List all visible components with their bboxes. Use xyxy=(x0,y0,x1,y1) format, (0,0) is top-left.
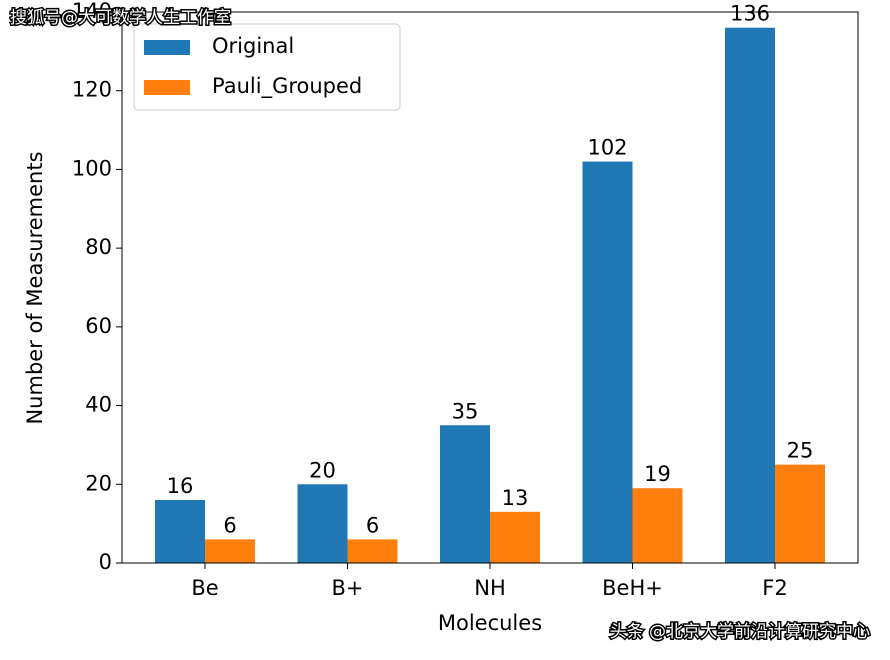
y-axis-label: Number of Measurements xyxy=(23,151,47,424)
bar xyxy=(297,484,348,563)
bar xyxy=(490,511,540,563)
bar xyxy=(582,161,633,564)
legend-label: Pauli_Grouped xyxy=(212,74,362,99)
bar xyxy=(632,488,683,563)
bar xyxy=(347,539,398,563)
data-label: 25 xyxy=(787,439,814,463)
legend-label: Original xyxy=(212,34,294,58)
y-tick-label: 60 xyxy=(85,314,112,338)
y-tick-label: 40 xyxy=(85,393,112,417)
y-tick-label: 20 xyxy=(85,471,112,495)
y-tick-label: 120 xyxy=(72,78,112,102)
legend-swatch xyxy=(144,40,190,55)
x-tick-label: BeH+ xyxy=(602,576,663,600)
data-label: 102 xyxy=(587,136,627,160)
y-tick-label: 0 xyxy=(99,550,112,574)
y-tick-label: 80 xyxy=(85,235,112,259)
data-label: 136 xyxy=(730,2,770,26)
x-tick-label: NH xyxy=(474,576,506,600)
bar xyxy=(155,500,205,563)
y-tick-label: 100 xyxy=(72,156,112,180)
legend-swatch xyxy=(144,80,190,95)
data-label: 35 xyxy=(452,399,479,423)
data-label: 13 xyxy=(502,486,529,510)
data-label: 6 xyxy=(366,513,379,537)
plot-frame xyxy=(121,11,859,564)
bar xyxy=(775,464,825,563)
legend-box xyxy=(133,23,401,111)
x-tick-label: Be xyxy=(191,576,218,600)
x-tick-label: F2 xyxy=(762,576,787,600)
bar xyxy=(440,425,490,563)
bar xyxy=(725,27,775,563)
x-tick-label: B+ xyxy=(331,576,363,600)
watermark: 头条 @北京大学前沿计算研究中心 xyxy=(610,622,870,642)
x-axis-label: Molecules xyxy=(438,611,542,635)
data-label: 19 xyxy=(644,462,671,486)
data-label: 6 xyxy=(223,513,236,537)
data-label: 20 xyxy=(309,458,336,482)
y-tick-label: 140 xyxy=(72,0,112,23)
data-label: 16 xyxy=(167,474,194,498)
bar xyxy=(205,539,255,563)
watermark: 搜狐号@大可数学人生工作室 xyxy=(10,8,231,28)
